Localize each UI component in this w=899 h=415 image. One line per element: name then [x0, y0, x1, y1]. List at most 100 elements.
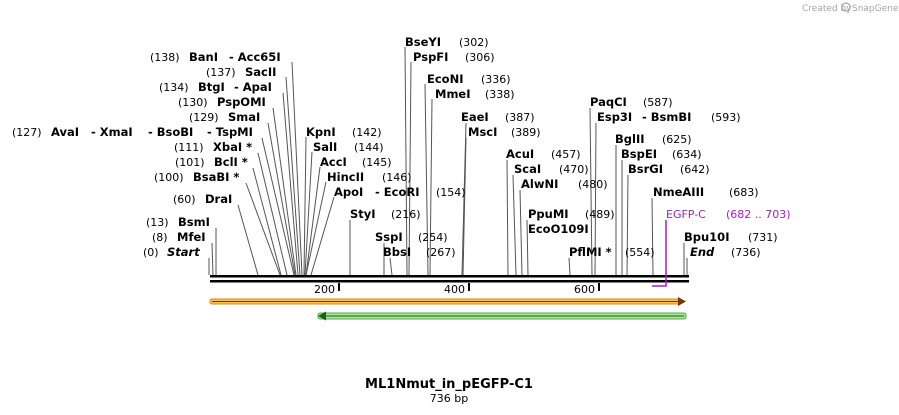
site-enzyme-alt[interactable]: - TspMI: [207, 125, 253, 139]
site-position: (587): [643, 96, 673, 109]
site-position: (634): [672, 148, 702, 161]
site-position: (336): [481, 73, 511, 86]
site-enzyme[interactable]: BsaBI *: [193, 170, 239, 184]
left-site-labels: (138) BanI - Acc65I (137) SacII (134) Bt…: [12, 50, 281, 259]
site-position: (60): [173, 193, 196, 206]
egfp-feature-marker: [652, 220, 667, 287]
site-position: (154): [436, 186, 466, 199]
site-enzyme[interactable]: AlwNI: [521, 177, 558, 191]
tick-label-600: 600: [574, 283, 595, 296]
site-enzyme-alt[interactable]: - BsoBI: [148, 125, 193, 139]
site-position: (736): [731, 246, 761, 259]
site-position: (302): [459, 36, 489, 49]
site-enzyme[interactable]: DraI: [205, 192, 232, 206]
site-position: (145): [362, 156, 392, 169]
site-enzyme[interactable]: EaeI: [461, 110, 489, 124]
site-enzyme[interactable]: BanI: [189, 50, 218, 64]
site-enzyme[interactable]: BtgI: [198, 80, 225, 94]
site-enzyme[interactable]: AvaI: [51, 125, 79, 139]
site-enzyme-alt[interactable]: - BsmBI: [642, 110, 691, 124]
site-enzyme[interactable]: PpuMI: [528, 207, 569, 221]
tick-label-200: 200: [314, 283, 335, 296]
site-position: (111): [174, 141, 204, 154]
site-position: (142): [352, 126, 382, 139]
egfp-feature-range: (682 .. 703): [726, 208, 791, 221]
site-enzyme[interactable]: SmaI: [228, 110, 260, 124]
site-enzyme-alt[interactable]: - EcoRI: [375, 185, 419, 199]
site-enzyme[interactable]: PflMI *: [569, 245, 612, 259]
site-enzyme[interactable]: MmeI: [435, 87, 471, 101]
site-enzyme[interactable]: BclI *: [214, 155, 248, 169]
site-enzyme-alt[interactable]: - Acc65I: [229, 50, 281, 64]
site-enzyme[interactable]: SalI: [313, 140, 337, 154]
site-position: (254): [418, 231, 448, 244]
site-position: (480): [578, 178, 608, 191]
egfp-feature-label: EGFP-C: [666, 208, 706, 221]
site-position: (389): [511, 126, 541, 139]
site-position: (338): [485, 88, 515, 101]
site-enzyme[interactable]: StyI: [350, 207, 376, 221]
backbone-top-strand: [210, 275, 689, 278]
site-position: (8): [152, 231, 168, 244]
site-position: (127): [12, 126, 42, 139]
site-enzyme[interactable]: ScaI: [514, 162, 541, 176]
sequence-start-label: Start: [167, 245, 200, 259]
site-position: (267): [426, 246, 456, 259]
site-enzyme[interactable]: BseYI: [405, 35, 441, 49]
site-enzyme[interactable]: Esp3I: [597, 110, 632, 124]
snapgene-logo-icon: [841, 2, 851, 12]
site-enzyme-alt[interactable]: - ApaI: [234, 80, 272, 94]
site-enzyme[interactable]: Bpu10I: [684, 230, 729, 244]
site-enzyme[interactable]: BspEI: [621, 147, 657, 161]
site-position: (489): [585, 208, 615, 221]
site-position: (129): [189, 111, 219, 124]
site-enzyme[interactable]: BsrGI: [628, 162, 663, 176]
site-enzyme[interactable]: MscI: [468, 125, 497, 139]
site-enzyme[interactable]: PspOMI: [217, 95, 266, 109]
site-position: (683): [729, 186, 759, 199]
reverse-arrow-icon: [318, 311, 326, 321]
site-enzyme[interactable]: EcoNI: [427, 72, 463, 86]
site-enzyme[interactable]: NmeAIII: [653, 185, 704, 199]
site-position: (731): [748, 231, 778, 244]
right-site-labels: KpnI (142) SalI (144) AccI (145) HincII …: [306, 35, 778, 259]
site-enzyme[interactable]: PspFI: [413, 50, 448, 64]
leader-lines-left: [208, 61, 303, 276]
site-enzyme[interactable]: KpnI: [306, 125, 336, 139]
backbone-bottom-strand: [210, 280, 689, 283]
site-enzyme[interactable]: PaqCI: [590, 95, 627, 109]
site-position: (306): [465, 51, 495, 64]
site-enzyme[interactable]: SspI: [375, 230, 403, 244]
site-position: (593): [711, 111, 741, 124]
site-position: (130): [178, 96, 208, 109]
site-enzyme[interactable]: AcuI: [506, 147, 534, 161]
site-enzyme[interactable]: EcoO109I: [528, 222, 589, 236]
site-enzyme[interactable]: SacII: [245, 65, 276, 79]
site-enzyme[interactable]: HincII: [327, 170, 364, 184]
site-position: (0): [143, 246, 159, 259]
forward-arrow-icon: [678, 297, 686, 306]
site-enzyme[interactable]: ApoI: [334, 185, 363, 199]
map-length: 736 bp: [430, 392, 468, 405]
site-enzyme[interactable]: MfeI: [177, 230, 206, 244]
site-position: (134): [159, 81, 189, 94]
site-enzyme-alt[interactable]: - XmaI: [91, 125, 133, 139]
site-enzyme[interactable]: BbsI: [383, 245, 411, 259]
credit-brand: SnapGene: [852, 4, 899, 14]
site-position: (146): [382, 171, 412, 184]
site-position: (101): [175, 156, 205, 169]
site-position: (457): [551, 148, 581, 161]
site-enzyme[interactable]: AccI: [320, 155, 347, 169]
site-position: (387): [505, 111, 535, 124]
site-position: (137): [206, 66, 236, 79]
tick-label-400: 400: [444, 283, 465, 296]
site-position: (642): [680, 163, 710, 176]
leader-lines-right: [303, 46, 688, 276]
site-position: (625): [662, 133, 692, 146]
credit-prefix: Created by: [802, 4, 852, 14]
site-enzyme[interactable]: BglII: [615, 132, 645, 146]
site-enzyme[interactable]: BsmI: [178, 215, 210, 229]
site-enzyme[interactable]: XbaI *: [213, 140, 252, 154]
site-position: (554): [625, 246, 655, 259]
